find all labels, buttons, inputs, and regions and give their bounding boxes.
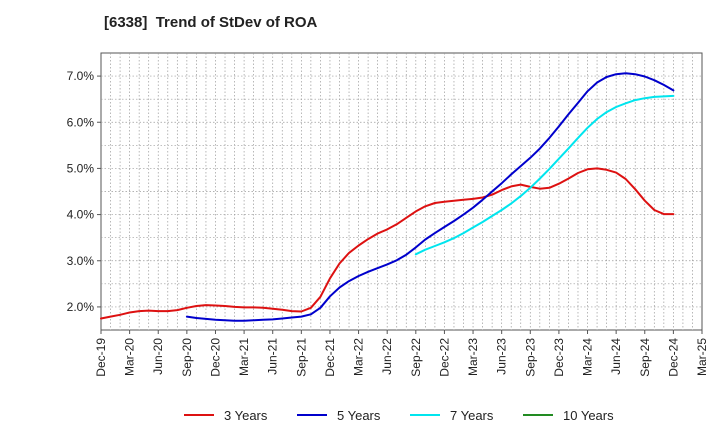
x-tick-label: Mar-23 [466, 338, 480, 376]
x-tick-label: Dec-21 [323, 338, 337, 377]
x-tick-label: Jun-24 [609, 338, 623, 375]
legend-label-10-years: 10 Years [563, 408, 614, 423]
x-tick-label: Sep-24 [638, 338, 652, 377]
series-line-7-years [414, 94, 675, 256]
x-tick-label: Sep-21 [294, 338, 308, 377]
series-line-5-years [185, 72, 675, 322]
x-tick-label: Sep-22 [409, 338, 423, 377]
y-tick-label: 7.0% [67, 69, 95, 83]
x-tick-label: Mar-25 [695, 338, 709, 376]
chart-title: [6338] Trend of StDev of ROA [104, 14, 318, 31]
x-tick-label: Dec-20 [208, 338, 222, 377]
x-tick-label: Dec-24 [666, 338, 680, 377]
x-tick-label: Mar-20 [123, 338, 137, 376]
x-tick-label: Jun-20 [151, 338, 165, 375]
x-tick-label: Dec-22 [437, 338, 451, 377]
y-tick-label: 4.0% [67, 208, 95, 222]
plot-area [100, 52, 703, 331]
x-tick-label: Sep-23 [523, 338, 537, 377]
x-tick-label: Mar-24 [581, 338, 595, 376]
x-tick-label: Sep-20 [180, 338, 194, 377]
x-tick-label: Dec-19 [94, 338, 108, 377]
y-tick-label: 5.0% [67, 161, 95, 175]
x-tick-label: Jun-23 [495, 338, 509, 375]
legend-label-5-years: 5 Years [337, 408, 381, 423]
y-tick-label: 2.0% [67, 300, 95, 314]
legend-label-7-years: 7 Years [450, 408, 494, 423]
legend-label-3-years: 3 Years [224, 408, 268, 423]
y-tick-label: 3.0% [67, 254, 95, 268]
x-tick-label: Dec-23 [552, 338, 566, 377]
x-tick-label: Mar-21 [237, 338, 251, 376]
y-tick-label: 6.0% [67, 115, 95, 129]
x-tick-label: Jun-22 [380, 338, 394, 375]
series-line-3-years [100, 167, 675, 320]
x-tick-label: Jun-21 [266, 338, 280, 375]
x-tick-label: Mar-22 [352, 338, 366, 376]
